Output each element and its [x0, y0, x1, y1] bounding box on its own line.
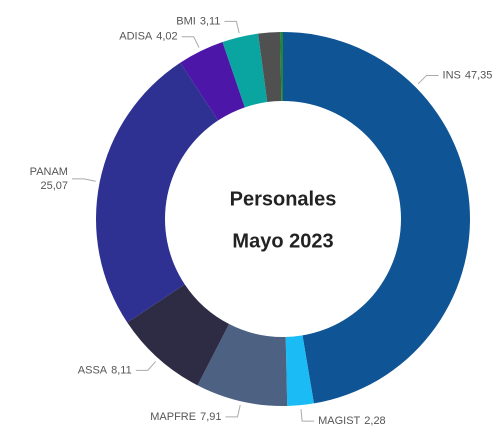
slice: [258, 32, 282, 103]
label-value: 8,11: [111, 364, 132, 376]
slice: [96, 62, 219, 323]
label-value: 3,11: [200, 15, 221, 27]
label-name: INS: [443, 69, 461, 81]
slice: [197, 323, 288, 406]
label-value: 47,35: [465, 69, 493, 81]
leader-line: [135, 361, 157, 371]
slice: [280, 32, 283, 102]
label-name: ASSA: [78, 364, 108, 376]
label-value: 7,91: [200, 411, 221, 423]
data-label: ASSA 8,11: [78, 364, 132, 376]
slice: [283, 32, 470, 404]
slice: [222, 33, 268, 108]
chart-title: Personales: [230, 188, 337, 210]
label-value: 2,28: [364, 415, 385, 427]
label-value: 25,07: [40, 180, 68, 192]
leader-line: [300, 409, 315, 422]
data-label: BMI 3,11: [176, 15, 220, 27]
label-name: MAGIST: [318, 415, 360, 427]
leader-line: [71, 178, 96, 182]
data-label: PANAM 25,07: [30, 166, 68, 192]
label-name: MAPFRE: [150, 411, 196, 423]
slice: [180, 42, 245, 121]
slice: [127, 284, 230, 386]
label-name: ADISA: [119, 31, 153, 43]
chart-subtitle: Mayo 2023: [232, 230, 333, 252]
label-name: PANAM: [30, 166, 68, 178]
data-label: MAGIST 2,28: [318, 415, 386, 427]
label-value: 4,02: [156, 31, 177, 43]
leader-line: [225, 405, 241, 418]
leader-line: [224, 20, 240, 34]
slice: [285, 335, 314, 406]
data-label: INS 47,35: [443, 69, 493, 81]
label-name: BMI: [176, 15, 196, 27]
leader-line: [417, 74, 439, 85]
data-label: MAPFRE 7,91: [150, 411, 221, 423]
leader-line: [181, 36, 200, 48]
data-label: ADISA 4,02: [119, 31, 177, 43]
